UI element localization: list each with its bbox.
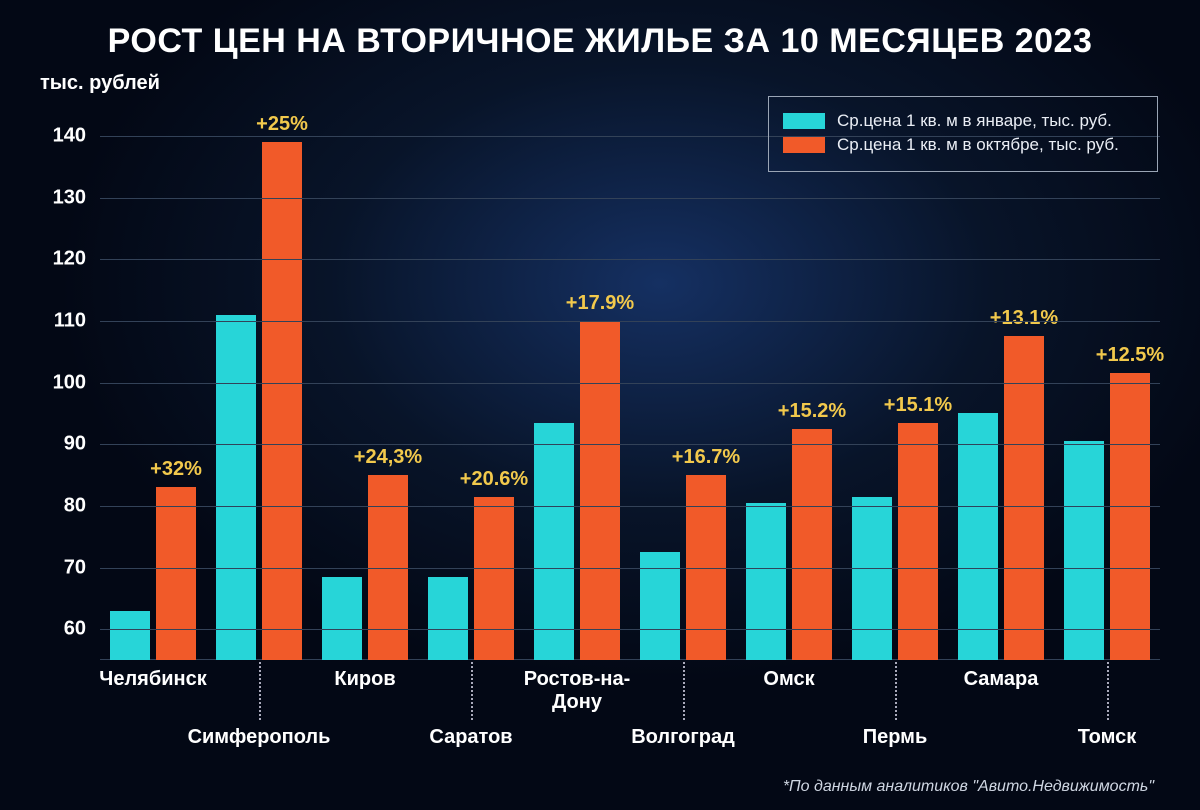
bar-jan bbox=[216, 315, 256, 660]
x-tick-label: Киров bbox=[334, 668, 395, 691]
bar-oct: +32% bbox=[156, 487, 196, 660]
pct-label: +17.9% bbox=[566, 292, 634, 315]
bar-jan bbox=[852, 497, 892, 660]
x-tick-label: Симферополь bbox=[188, 726, 331, 749]
legend-swatch-jan bbox=[783, 113, 825, 129]
y-tick-label: 70 bbox=[64, 556, 86, 579]
legend-label-oct: Ср.цена 1 кв. м в октябре, тыс. руб. bbox=[837, 135, 1119, 155]
y-tick-label: 130 bbox=[53, 186, 86, 209]
bar-jan bbox=[746, 503, 786, 660]
gridline bbox=[100, 506, 1160, 507]
pct-label: +16.7% bbox=[672, 446, 740, 469]
y-tick-label: 110 bbox=[54, 309, 86, 332]
x-tick-label: Саратов bbox=[429, 726, 512, 749]
y-tick-label: 90 bbox=[64, 433, 86, 456]
bar-jan bbox=[110, 611, 150, 660]
pct-label: +13.1% bbox=[990, 307, 1058, 330]
label-connector bbox=[683, 662, 685, 720]
y-tick-label: 60 bbox=[64, 618, 86, 641]
y-tick-label: 120 bbox=[53, 248, 86, 271]
y-tick-label: 80 bbox=[64, 494, 86, 517]
x-tick-label: Самара bbox=[964, 668, 1039, 691]
bar-oct: +13.1% bbox=[1004, 336, 1044, 660]
gridline bbox=[100, 568, 1160, 569]
gridline bbox=[100, 444, 1160, 445]
bar-jan bbox=[322, 577, 362, 660]
gridline bbox=[100, 321, 1160, 322]
bar-oct: +12.5% bbox=[1110, 373, 1150, 660]
footnote: *По данным аналитиков "Авито.Недвижимост… bbox=[783, 778, 1154, 796]
y-tick-label: 100 bbox=[53, 371, 86, 394]
y-axis-label: тыс. рублей bbox=[40, 72, 160, 95]
x-tick-label: Волгоград bbox=[631, 726, 735, 749]
pct-label: +24,3% bbox=[354, 446, 422, 469]
gridline bbox=[100, 198, 1160, 199]
pct-label: +15.2% bbox=[778, 400, 846, 423]
y-tick-label: 140 bbox=[53, 124, 86, 147]
gridline bbox=[100, 259, 1160, 260]
x-tick-label: Ростов-на-Дону bbox=[524, 668, 630, 714]
pct-label: +12.5% bbox=[1096, 344, 1164, 367]
gridline bbox=[100, 629, 1160, 630]
gridline bbox=[100, 383, 1160, 384]
legend: Ср.цена 1 кв. м в январе, тыс. руб. Ср.ц… bbox=[768, 96, 1158, 172]
pct-label: +25% bbox=[256, 113, 308, 136]
pct-label: +15.1% bbox=[884, 394, 952, 417]
label-connector bbox=[1107, 662, 1109, 720]
pct-label: +32% bbox=[150, 458, 202, 481]
label-connector bbox=[895, 662, 897, 720]
bar-jan bbox=[1064, 441, 1104, 660]
label-connector bbox=[259, 662, 261, 720]
legend-swatch-oct bbox=[783, 137, 825, 153]
legend-item-oct: Ср.цена 1 кв. м в октябре, тыс. руб. bbox=[783, 135, 1143, 155]
bar-jan bbox=[428, 577, 468, 660]
bar-oct: +20.6% bbox=[474, 497, 514, 660]
x-tick-label: Челябинск bbox=[99, 668, 206, 691]
x-tick-label: Томск bbox=[1078, 726, 1137, 749]
legend-item-jan: Ср.цена 1 кв. м в январе, тыс. руб. bbox=[783, 111, 1143, 131]
pct-label: +20.6% bbox=[460, 468, 528, 491]
bar-jan bbox=[534, 423, 574, 660]
x-tick-label: Омск bbox=[763, 668, 814, 691]
bar-oct: +15.2% bbox=[792, 429, 832, 660]
chart-title: РОСТ ЦЕН НА ВТОРИЧНОЕ ЖИЛЬЕ ЗА 10 МЕСЯЦЕ… bbox=[0, 22, 1200, 61]
chart-area: +32%Челябинск+25%Симферополь+24,3%Киров+… bbox=[100, 105, 1160, 660]
bar-oct: +15.1% bbox=[898, 423, 938, 660]
bar-oct: +17.9% bbox=[580, 321, 620, 660]
bar-jan bbox=[958, 413, 998, 660]
x-tick-label: Пермь bbox=[863, 726, 928, 749]
legend-label-jan: Ср.цена 1 кв. м в январе, тыс. руб. bbox=[837, 111, 1112, 131]
label-connector bbox=[471, 662, 473, 720]
bar-oct: +25% bbox=[262, 142, 302, 660]
